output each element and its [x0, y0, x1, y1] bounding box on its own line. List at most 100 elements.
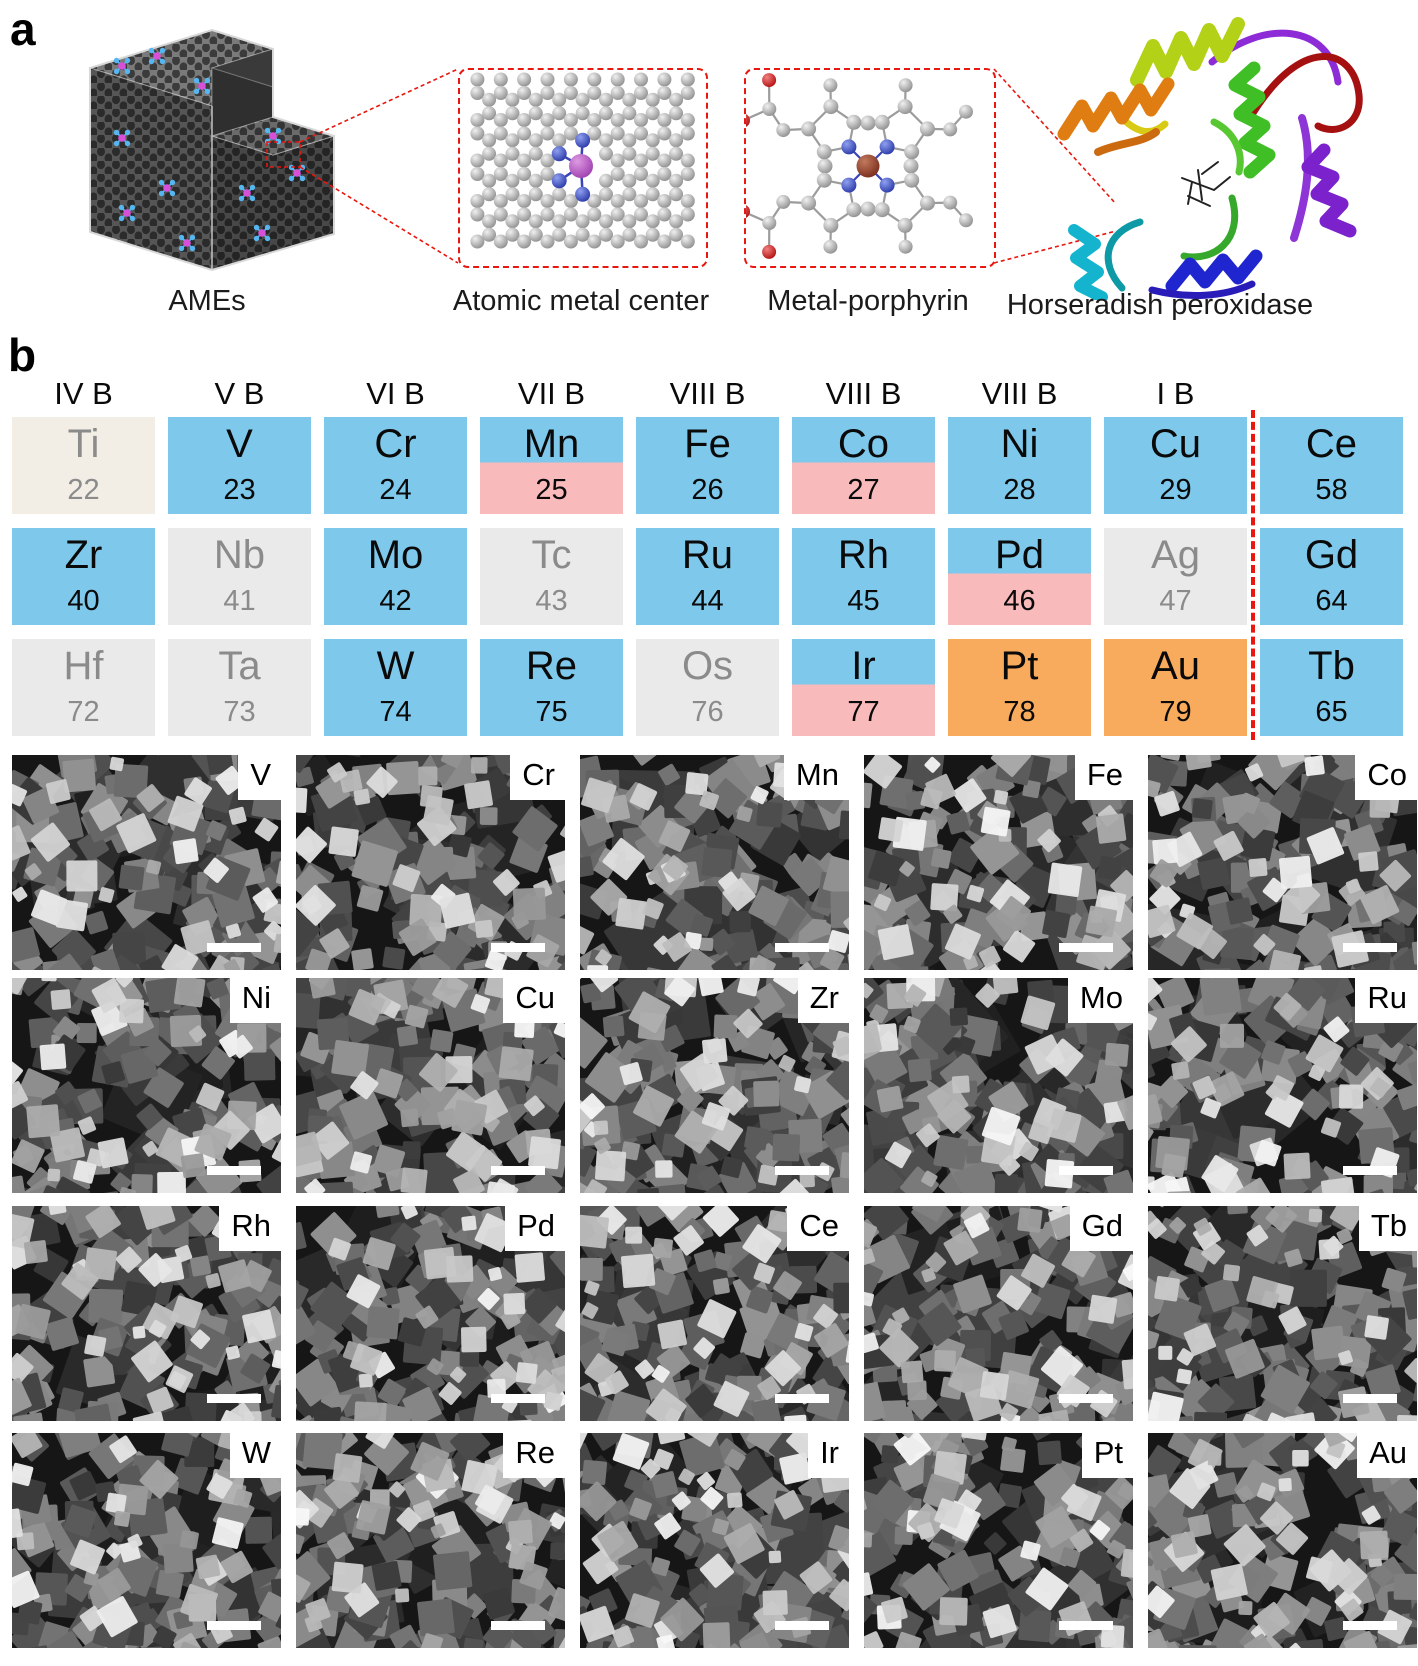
element-symbol: Au: [1151, 643, 1200, 688]
element-symbol: Ag: [1151, 532, 1200, 577]
atomic-number: 29: [1159, 473, 1192, 506]
atomic-number: 78: [1003, 695, 1036, 728]
panel-b-label: b: [8, 329, 37, 381]
group-label-8: I B: [1156, 376, 1195, 411]
element-symbol: Re: [525, 643, 578, 688]
sem-label: Ir: [808, 1433, 849, 1478]
element-cell-v: V 23: [168, 417, 311, 514]
sem-image-ce: Ce: [580, 1206, 849, 1421]
sem-label: Au: [1357, 1433, 1417, 1478]
element-symbol: Zr: [64, 532, 103, 577]
scale-bar: [1059, 943, 1113, 952]
atomic-number: 23: [223, 473, 256, 506]
protein-ribbon-illustration: [1057, 17, 1363, 300]
scale-bar: [1343, 1621, 1397, 1630]
atomic-number: 77: [847, 695, 880, 728]
sem-micrograph-texture: [296, 755, 565, 970]
sem-micrograph-texture: [580, 1206, 849, 1421]
element-cell-ni: Ni 28: [948, 417, 1091, 514]
element-symbol: Tc: [531, 532, 572, 577]
scale-bar: [1343, 1166, 1397, 1175]
sem-image-fe: Fe: [864, 755, 1133, 970]
scale-bar: [207, 1394, 261, 1403]
caption-horseradish-peroxidase: Horseradish peroxidase: [1006, 289, 1314, 321]
sem-micrograph-texture: [864, 1433, 1133, 1648]
sem-image-pd: Pd: [296, 1206, 565, 1421]
sem-image-au: Au: [1148, 1433, 1417, 1648]
element-symbol: Cu: [1149, 421, 1202, 466]
scale-bar: [491, 1621, 545, 1630]
atomic-number: 46: [1003, 584, 1036, 617]
element-cell-os: Os 76: [636, 639, 779, 736]
sem-image-mo: Mo: [864, 978, 1133, 1193]
caption-atomic-metal-center: Atomic metal center: [452, 285, 710, 317]
scale-bar: [1059, 1166, 1113, 1175]
scale-bar: [491, 943, 545, 952]
group-label-7: VIII B: [981, 376, 1058, 411]
element-cell-cu: Cu 29: [1104, 417, 1247, 514]
element-symbol: Ir: [851, 643, 876, 688]
atomic-number: 64: [1315, 584, 1348, 617]
scale-bar: [775, 943, 829, 952]
sem-label: W: [229, 1433, 281, 1478]
scale-bar: [1343, 943, 1397, 952]
scale-bar: [775, 1166, 829, 1175]
atomic-number: 24: [379, 473, 412, 506]
element-cell-pd: Pd 46: [948, 528, 1091, 625]
sem-label: Pt: [1081, 1433, 1133, 1478]
atomic-number: 22: [67, 473, 100, 506]
group-label-4: VII B: [517, 376, 586, 411]
metal-porphyrin-box: [744, 68, 996, 268]
element-cell-ta: Ta 73: [168, 639, 311, 736]
element-cell-zr: Zr 40: [12, 528, 155, 625]
scale-bar: [491, 1394, 545, 1403]
sem-micrograph-texture: [580, 1433, 849, 1648]
sem-micrograph-texture: [296, 978, 565, 1193]
atomic-number: 75: [535, 695, 568, 728]
element-cell-hf: Hf 72: [12, 639, 155, 736]
sem-image-cr: Cr: [296, 755, 565, 970]
atomic-number: 27: [847, 473, 880, 506]
sem-label: Re: [503, 1433, 565, 1478]
atomic-number: 25: [535, 473, 568, 506]
sem-micrograph-texture: [864, 755, 1133, 970]
element-cell-rh: Rh 45: [792, 528, 935, 625]
atomic-number: 28: [1003, 473, 1036, 506]
sem-label: Ru: [1355, 978, 1417, 1023]
scale-bar: [207, 943, 261, 952]
sem-image-pt: Pt: [864, 1433, 1133, 1648]
sem-image-v: V: [12, 755, 281, 970]
sem-image-mn: Mn: [580, 755, 849, 970]
sem-label: Mo: [1067, 978, 1133, 1023]
element-cell-nb: Nb 41: [168, 528, 311, 625]
sem-image-rh: Rh: [12, 1206, 281, 1421]
element-cell-ir: Ir 77: [792, 639, 935, 736]
atomic-number: 58: [1315, 473, 1348, 506]
group-label-5: VIII B: [669, 376, 746, 411]
element-cell-ce: Ce 58: [1260, 417, 1403, 514]
panel-a-label: a: [10, 3, 36, 55]
sem-micrograph-texture: [580, 755, 849, 970]
scale-bar: [207, 1621, 261, 1630]
scale-bar: [1059, 1621, 1113, 1630]
sem-micrograph-texture: [1148, 755, 1417, 970]
group-label-2: V B: [214, 376, 265, 411]
element-cell-co: Co 27: [792, 417, 935, 514]
sem-label: Rh: [219, 1206, 281, 1251]
lanthanide-divider-line: [1251, 410, 1255, 740]
element-cell-ru: Ru 44: [636, 528, 779, 625]
sem-image-tb: Tb: [1148, 1206, 1417, 1421]
group-label-3: VI B: [366, 376, 425, 411]
sem-image-ni: Ni: [12, 978, 281, 1193]
element-cell-fe: Fe 26: [636, 417, 779, 514]
sem-micrograph-texture: [12, 1206, 281, 1421]
sem-label: Pd: [505, 1206, 565, 1251]
sem-label: V: [238, 755, 281, 800]
element-symbol: Mn: [523, 421, 580, 466]
element-cell-tb: Tb 65: [1260, 639, 1403, 736]
sem-micrograph-texture: [12, 755, 281, 970]
element-cell-cr: Cr 24: [324, 417, 467, 514]
atomic-number: 40: [67, 584, 100, 617]
element-cell-pt: Pt 78: [948, 639, 1091, 736]
